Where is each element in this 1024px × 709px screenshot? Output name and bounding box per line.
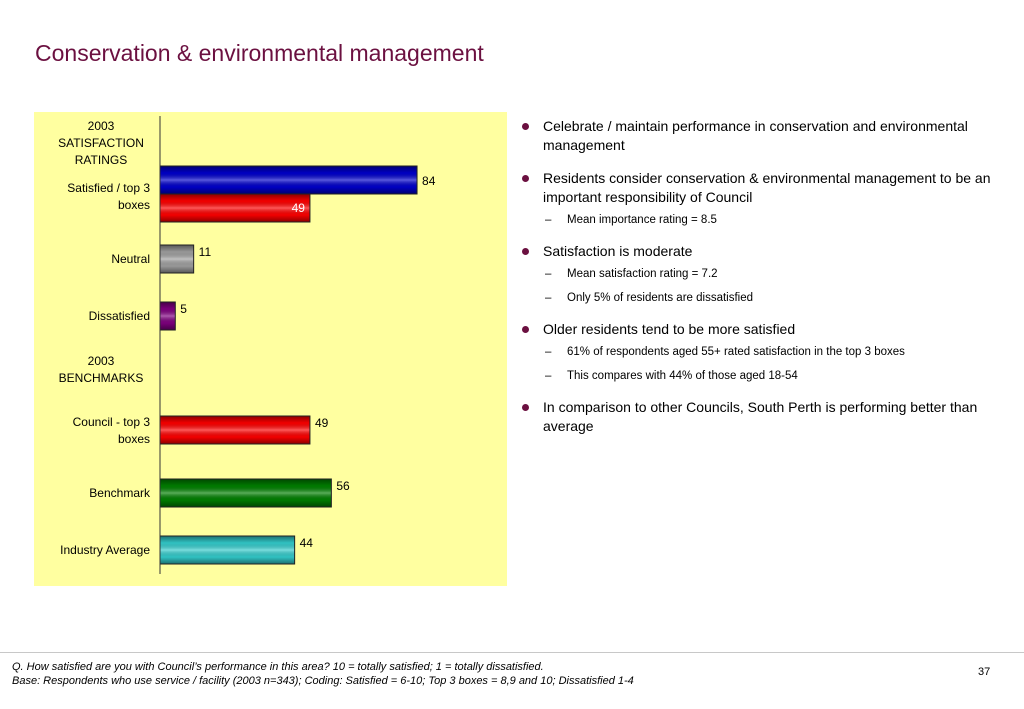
page-number: 37: [978, 666, 991, 678]
category-label: Neutral: [111, 252, 150, 266]
sub-bullet-text: 61% of respondents aged 55+ rated satisf…: [567, 346, 905, 358]
dash-icon: –: [545, 292, 552, 304]
sub-bullet-item: – 61% of respondents aged 55+ rated satis…: [543, 344, 1005, 360]
bullet-item: Residents consider conservation & enviro…: [520, 169, 1005, 228]
bullet-text: Older residents tend to be more satisfie…: [543, 321, 796, 337]
footnote-base: Base: Respondents who use service / faci…: [12, 675, 634, 687]
bullet-dot-icon: [522, 326, 529, 333]
footer-divider: [0, 652, 1024, 653]
group-heading: 2003 SATISFACTION RATINGS: [58, 119, 144, 167]
category-label: Benchmark: [89, 486, 151, 500]
bar-chart: 2003 SATISFACTION RATINGS 2003 BENCHMARKS Sa…: [58, 116, 436, 574]
bar: [159, 244, 195, 274]
bar: [159, 193, 311, 223]
bar: [159, 165, 418, 195]
bar-chart-panel: 2003 SATISFACTION RATINGS 2003 BENCHMARKS Sa…: [34, 112, 507, 586]
category-label: Council - top 3 boxes: [73, 415, 151, 446]
value-label: 49: [315, 416, 329, 430]
sub-bullet-item: – This compares with 44% of those aged 18…: [543, 368, 1005, 384]
bullet-text: Celebrate / maintain performance in cons…: [543, 118, 968, 153]
bullet-dot-icon: [522, 175, 529, 182]
dash-icon: –: [545, 268, 552, 280]
bullet-item: In comparison to other Councils, South P…: [520, 398, 1005, 436]
bullet-dot-icon: [522, 123, 529, 130]
category-label: Dissatisfied: [89, 309, 150, 323]
sub-bullet-item: – Mean satisfaction rating = 7.2: [543, 266, 1005, 282]
dash-icon: –: [545, 370, 552, 382]
sub-bullet-item: – Only 5% of residents are dissatisfied: [543, 290, 1005, 306]
commentary-bullets: Celebrate / maintain performance in cons…: [520, 117, 1005, 450]
bullet-dot-icon: [522, 248, 529, 255]
sub-bullet-item: – Mean importance rating = 8.5: [543, 212, 1005, 228]
page-title: Conservation & environmental management: [35, 40, 484, 66]
value-label: 44: [300, 536, 314, 550]
bar: [159, 535, 296, 565]
category-label: Industry Average: [60, 543, 150, 557]
category-label: Satisfied / top 3 boxes: [67, 181, 150, 212]
bar: [159, 415, 311, 445]
dash-icon: –: [545, 214, 552, 226]
bullet-item: Older residents tend to be more satisfie…: [520, 320, 1005, 384]
sub-bullet-text: Only 5% of residents are dissatisfied: [567, 292, 754, 304]
dash-icon: –: [545, 346, 552, 358]
bullet-dot-icon: [522, 404, 529, 411]
sub-bullet-text: Mean importance rating = 8.5: [567, 214, 717, 226]
bullet-item: Satisfaction is moderate – Mean satisfacti…: [520, 242, 1005, 306]
value-label: 49: [292, 201, 306, 215]
footnote: Q. How satisfied are you with Council’s …: [12, 660, 912, 688]
value-label: 5: [180, 302, 187, 316]
bullet-text: Satisfaction is moderate: [543, 243, 693, 259]
bullet-text: In comparison to other Councils, South P…: [543, 399, 978, 434]
value-label: 56: [336, 479, 350, 493]
bar: [159, 478, 332, 508]
value-label: 84: [422, 174, 436, 188]
bar: [159, 301, 176, 331]
bullet-item: Celebrate / maintain performance in cons…: [520, 117, 1005, 155]
footnote-question: Q. How satisfied are you with Council’s …: [12, 661, 544, 673]
group-heading: 2003 BENCHMARKS: [59, 354, 144, 385]
value-label: 11: [199, 245, 212, 259]
sub-bullet-text: This compares with 44% of those aged 18-…: [567, 370, 798, 382]
bullet-text: Residents consider conservation & enviro…: [543, 170, 991, 205]
sub-bullet-text: Mean satisfaction rating = 7.2: [567, 268, 718, 280]
